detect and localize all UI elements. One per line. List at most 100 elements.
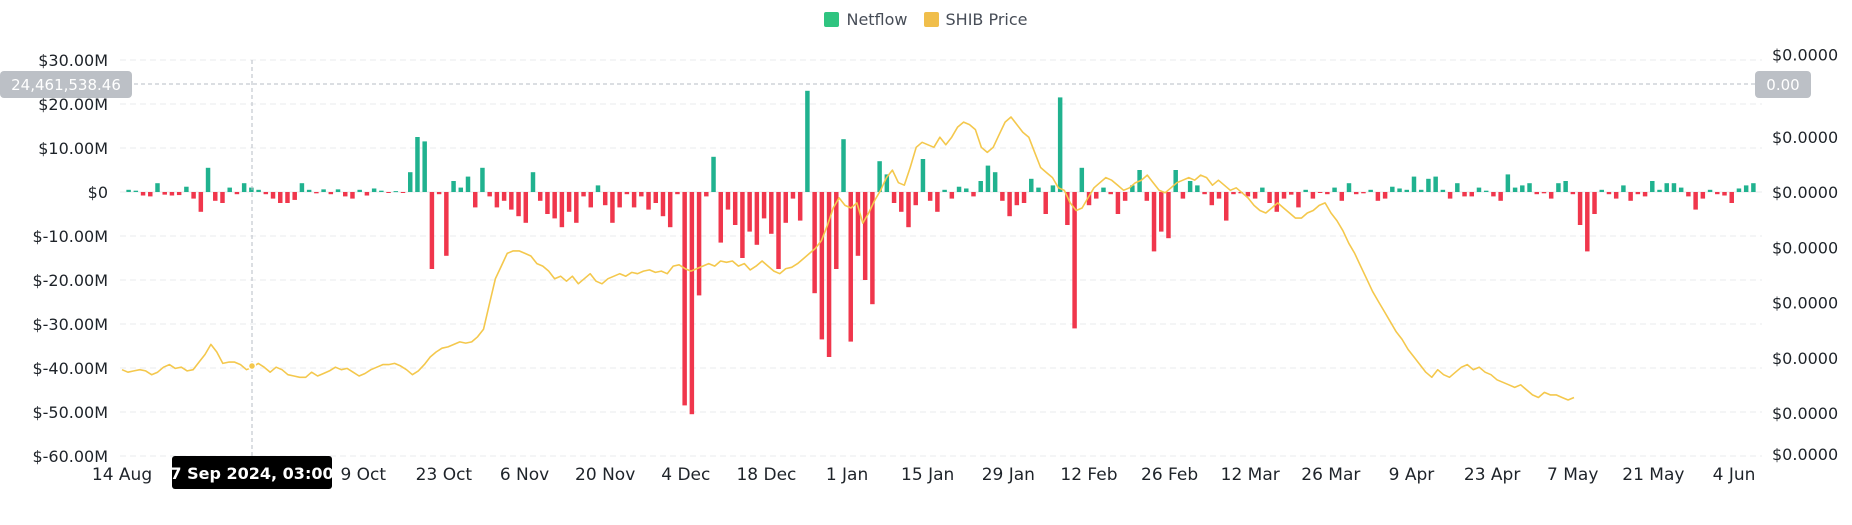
netflow-bar-negative: [191, 192, 196, 199]
y-tick-label: $-50.00M: [32, 403, 108, 422]
netflow-bar-negative: [913, 192, 918, 206]
netflow-bar-negative: [285, 192, 290, 203]
netflow-bar-negative: [1541, 192, 1547, 194]
netflow-bar-negative: [581, 192, 586, 197]
netflow-bar-negative: [436, 192, 442, 195]
netflow-bar-negative: [891, 192, 897, 203]
legend-item-netflow[interactable]: Netflow: [824, 9, 908, 29]
netflow-bar-negative: [400, 192, 406, 193]
netflow-bar-negative: [1498, 192, 1503, 201]
netflow-bar-negative: [1577, 192, 1583, 225]
netflow-bar-negative: [1122, 192, 1128, 201]
netflow-bar-positive: [992, 172, 998, 192]
netflow-bar-negative: [834, 192, 839, 269]
netflow-bar-negative: [574, 192, 579, 223]
netflow-bar-positive: [1029, 178, 1034, 192]
netflow-bar-positive: [1671, 183, 1677, 192]
x-tick-label: 18 Dec: [736, 465, 796, 485]
netflow-bar-negative: [1216, 192, 1222, 199]
y-tick-label: $20.00M: [38, 95, 108, 114]
y2-tick-label: $0.0000: [1772, 404, 1838, 423]
netflow-bar-positive: [711, 156, 716, 192]
netflow-bar-positive: [942, 189, 947, 192]
netflow-bar-negative: [725, 192, 731, 210]
netflow-bar-negative: [386, 192, 391, 193]
netflow-bar-negative: [1151, 192, 1157, 252]
netflow-bar-positive: [956, 186, 962, 192]
netflow-bar-negative: [1353, 192, 1359, 195]
netflow-bar-negative: [797, 192, 803, 221]
netflow-bar-positive: [249, 187, 254, 192]
price-line: [121, 116, 1575, 401]
netflow-bar-negative: [906, 192, 911, 228]
price-line-group: [121, 116, 1575, 401]
netflow-bar-negative: [602, 192, 608, 206]
netflow-bar-positive: [357, 189, 362, 192]
netflow-bar-negative: [176, 192, 182, 196]
x-tick-label: 21 May: [1622, 465, 1684, 485]
netflow-bar-positive: [985, 165, 991, 192]
netflow-bar-negative: [682, 192, 687, 406]
legend-label-netflow: Netflow: [846, 9, 908, 29]
netflow-bar-negative: [646, 192, 651, 210]
netflow-bar-negative: [971, 192, 976, 197]
netflow-bar-positive: [1036, 187, 1041, 192]
x-tick-label: 20 Nov: [575, 465, 635, 485]
netflow-bar-positive: [1599, 189, 1604, 192]
netflow-bar-positive: [1303, 189, 1308, 192]
netflow-bar-negative: [624, 192, 630, 195]
chart-legend: Netflow SHIB Price: [0, 6, 1852, 32]
netflow-bar-positive: [1751, 183, 1756, 192]
netflow-bar-negative: [704, 192, 709, 197]
left-value-text: 24,461,538.46: [11, 76, 121, 94]
netflow-bar-positive: [458, 187, 464, 192]
legend-label-price: SHIB Price: [945, 9, 1028, 29]
netflow-bar-negative: [350, 192, 355, 199]
netflow-bar-positive: [1657, 189, 1662, 192]
netflow-bar-negative: [220, 192, 225, 203]
netflow-bar-negative: [487, 192, 492, 197]
netflow-bar-negative: [1491, 192, 1496, 197]
grid-lines: [120, 59, 1762, 457]
y2-tick-label: $0.0000: [1772, 183, 1838, 202]
netflow-bar-negative: [1534, 192, 1539, 195]
netflow-bar-negative: [1635, 192, 1641, 195]
netflow-bar-negative: [1108, 192, 1113, 195]
netflow-bar-negative: [1375, 192, 1381, 201]
netflow-bar-positive: [884, 174, 890, 192]
netflow-bar-negative: [1021, 192, 1027, 203]
netflow-bar-positive: [1418, 189, 1424, 192]
netflow-bar-negative: [747, 192, 752, 232]
netflow-bar-negative: [689, 192, 695, 415]
x-tick-label: 4 Dec: [661, 465, 710, 485]
x-tick-label: 23 Apr: [1464, 465, 1520, 485]
netflow-bar-positive: [415, 137, 420, 192]
netflow-bar-positive: [451, 181, 456, 192]
netflow-bar-negative: [812, 192, 817, 294]
netflow-bar-negative: [1686, 192, 1691, 197]
netflow-bar-negative: [696, 192, 702, 296]
netflow-bar-negative: [1231, 192, 1236, 195]
netflow-bar-positive: [1426, 178, 1431, 192]
netflow-bar-negative: [769, 192, 774, 234]
netflow-bar-positive: [379, 190, 384, 192]
netflow-bar-positive: [1678, 187, 1684, 192]
netflow-bar-negative: [1548, 192, 1554, 199]
netflow-bar-negative: [1642, 192, 1648, 197]
netflow-bar-negative: [328, 192, 334, 195]
netflow-bar-negative: [1072, 192, 1077, 329]
crosshair-overlay: 24,461,538.46 0.00 7 Sep 2024, 03:00: [0, 60, 1811, 489]
legend-item-price[interactable]: SHIB Price: [923, 9, 1028, 29]
netflow-bar-positive: [1404, 189, 1410, 192]
netflow-bar-negative: [429, 192, 435, 269]
netflow-bar-negative: [631, 192, 637, 208]
netflow-bar-positive: [1527, 183, 1532, 192]
netflow-bar-positive: [530, 172, 536, 192]
netflow-bar-positive: [126, 189, 131, 192]
netflow-bar-negative: [278, 192, 283, 203]
netflow-bar-negative: [559, 192, 565, 228]
netflow-bar-positive: [1368, 189, 1373, 192]
netflow-bar-negative: [1043, 192, 1048, 214]
